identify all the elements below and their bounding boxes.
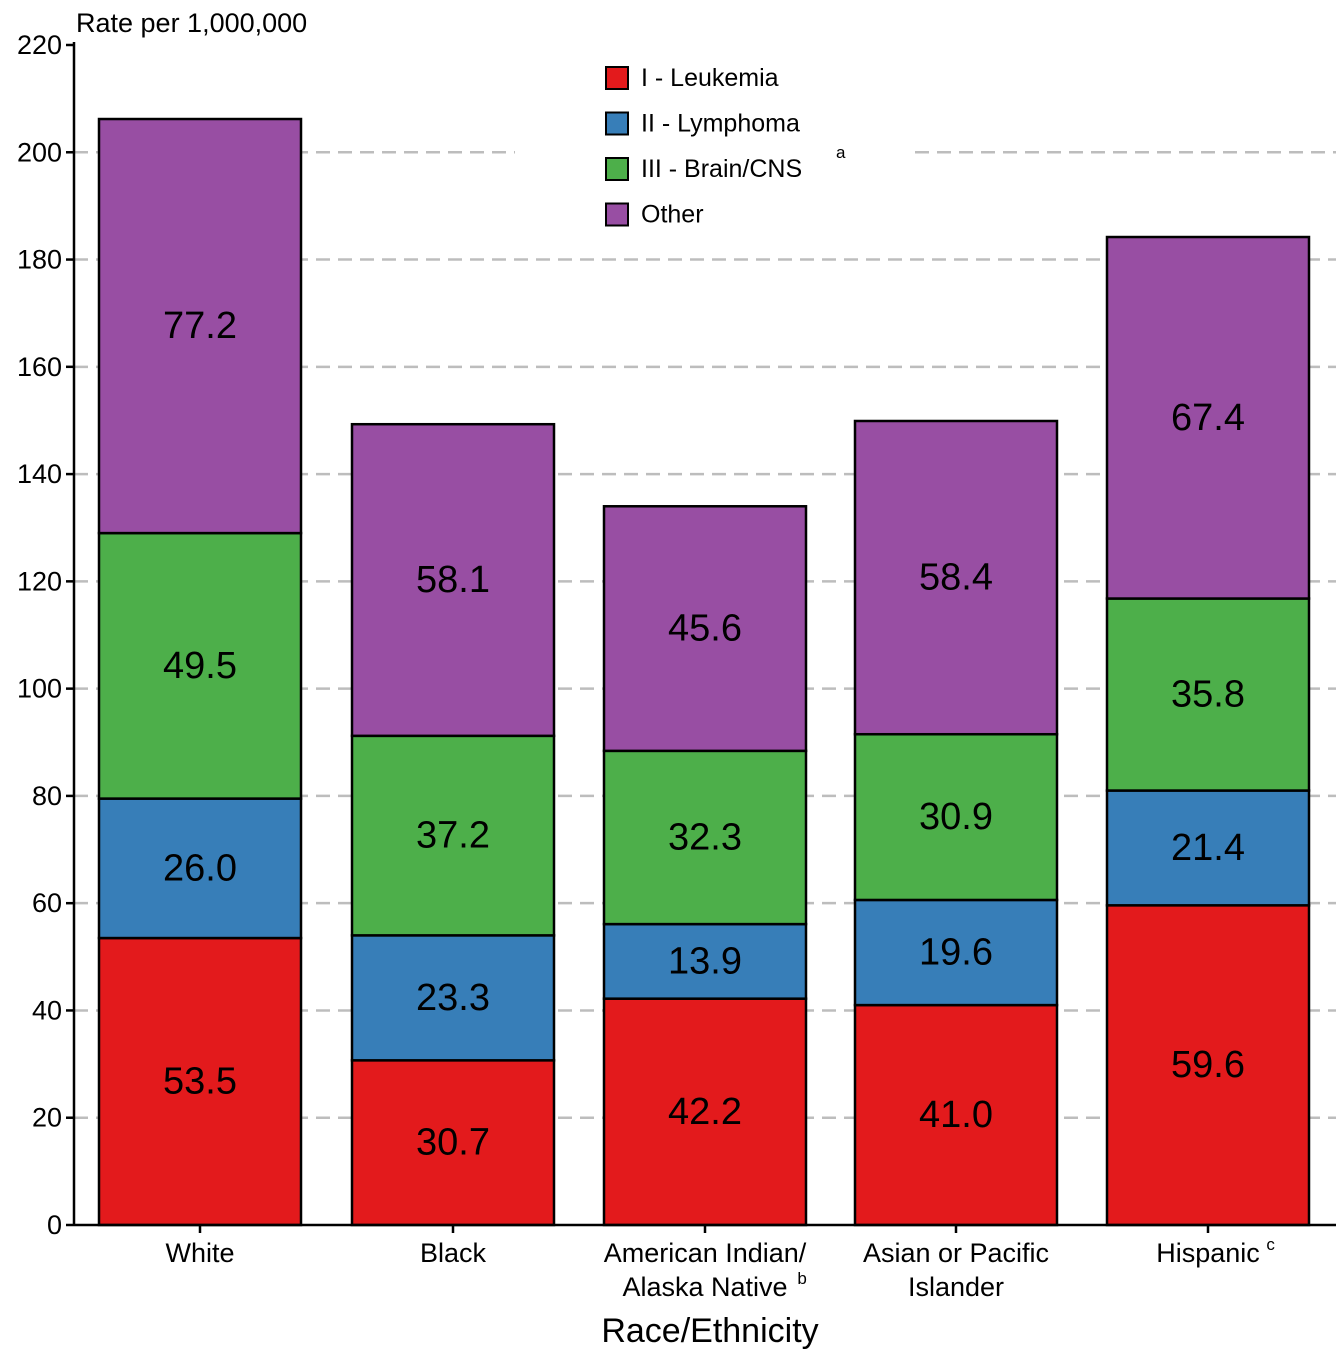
axes <box>66 42 1336 1233</box>
x-axis-title: Race/Ethnicity <box>601 1312 818 1350</box>
bar-segment <box>97 936 303 1227</box>
bar-segment <box>350 934 556 1062</box>
bar-segment <box>602 505 808 753</box>
bar-segment <box>350 1059 556 1227</box>
data-label: 19.6 <box>919 932 993 974</box>
data-label: 41.0 <box>919 1094 993 1136</box>
data-label: 35.8 <box>1171 674 1245 716</box>
legend-label: III - Brain/CNS <box>641 155 802 183</box>
bar-segment <box>853 732 1059 902</box>
x-tick-label: Hispanic <box>1156 1238 1260 1268</box>
y-tick-label: 200 <box>17 137 62 167</box>
data-label: 77.2 <box>163 305 237 347</box>
data-label: 30.9 <box>919 796 993 838</box>
data-label: 49.5 <box>163 645 237 687</box>
x-tick-label: American Indian/ <box>604 1238 807 1268</box>
data-label: 59.6 <box>1171 1044 1245 1086</box>
bar-segment <box>97 531 303 800</box>
bar-segment <box>1105 235 1311 600</box>
y-tick-label: 60 <box>32 888 62 918</box>
bar-segment <box>853 898 1059 1007</box>
bar-segment <box>602 749 808 926</box>
bar-segment <box>1105 904 1311 1227</box>
data-label: 13.9 <box>668 940 742 982</box>
x-tick-label: Black <box>420 1238 487 1268</box>
data-label: 67.4 <box>1171 397 1245 439</box>
bar-segment <box>602 997 808 1227</box>
value-labels: 53.5 26.0 49.5 77.2 30.7 23.3 37.2 58.1 42.2 13.9… <box>163 305 1245 1164</box>
y-axis-label: Rate per 1,000,000 <box>76 8 307 38</box>
y-tick-label: 0 <box>47 1210 62 1240</box>
footnote-marker: c <box>1266 1235 1275 1254</box>
data-label: 37.2 <box>416 815 490 857</box>
y-tick-label: 40 <box>32 995 62 1025</box>
y-tick-label: 140 <box>17 459 62 489</box>
legend-label: I - Leukemia <box>641 64 779 92</box>
footnote-marker: b <box>797 1269 806 1288</box>
bar-segment <box>350 422 556 738</box>
y-tick-label: 180 <box>17 245 62 275</box>
bar-segment <box>97 117 303 535</box>
footnote-marker: a <box>836 143 846 162</box>
y-tick-label: 120 <box>17 566 62 596</box>
legend-label: II - Lymphoma <box>641 110 800 138</box>
y-tick-label: 80 <box>32 781 62 811</box>
bar-segment <box>602 922 808 1000</box>
legend-swatch <box>605 202 629 227</box>
bar-segment <box>853 419 1059 736</box>
data-label: 26.0 <box>163 847 237 889</box>
data-label: 42.2 <box>668 1091 742 1133</box>
legend: I - Leukemia II - Lymphoma III - Brain/CNS… <box>605 64 846 229</box>
x-tick-label: White <box>165 1238 234 1268</box>
x-tick-labels: White Black American Indian/Alaska Native b… <box>165 1235 1275 1302</box>
bar-segment <box>1105 597 1311 792</box>
bars <box>97 117 1311 1227</box>
data-label: 23.3 <box>416 977 490 1019</box>
bar-segment <box>1105 789 1311 907</box>
data-label: 53.5 <box>163 1061 237 1103</box>
x-tick-label: Alaska Native <box>622 1272 787 1302</box>
legend-swatch <box>605 157 629 181</box>
data-label: 58.1 <box>416 559 490 601</box>
y-tick-labels: 0 20 40 60 80 100 120 140 160 180 200 220 <box>17 30 62 1240</box>
bar-segment <box>350 734 556 937</box>
y-tick-label: 20 <box>32 1103 62 1133</box>
x-tick-label: Islander <box>908 1272 1004 1302</box>
y-tick-label: 100 <box>17 674 62 704</box>
x-tick-label: Asian or Pacific <box>863 1238 1049 1268</box>
y-tick-label: 220 <box>17 30 62 60</box>
y-tick-label: 160 <box>17 352 62 382</box>
legend-label: Other <box>641 201 704 229</box>
data-label: 21.4 <box>1171 827 1245 869</box>
legend-swatch <box>605 66 629 90</box>
legend-swatch <box>605 111 629 136</box>
data-label: 32.3 <box>668 816 742 858</box>
data-label: 58.4 <box>919 557 993 599</box>
data-label: 30.7 <box>416 1122 490 1164</box>
data-label: 45.6 <box>668 608 742 650</box>
